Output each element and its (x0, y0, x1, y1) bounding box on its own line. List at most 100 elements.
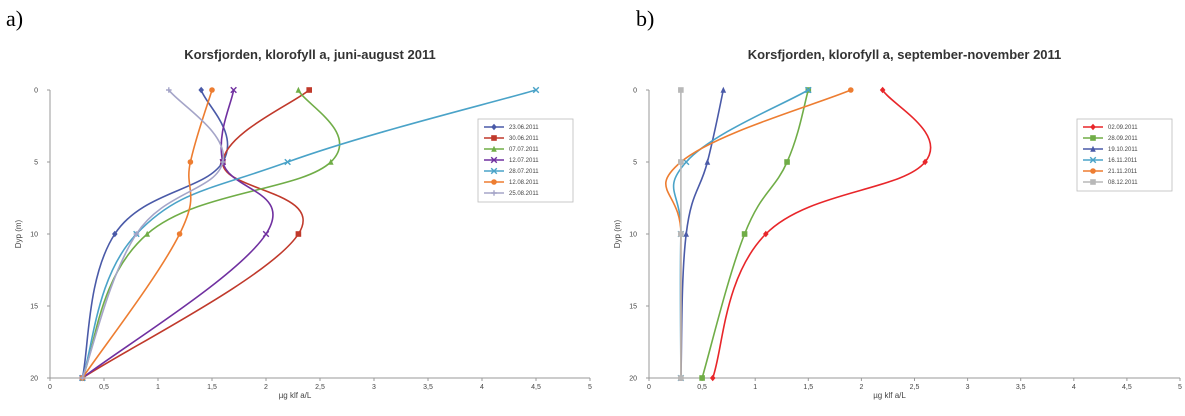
x-tick-label: 1,5 (207, 384, 217, 391)
data-point (284, 158, 291, 166)
data-point (209, 87, 215, 93)
legend-marker (1090, 168, 1096, 174)
legend-item: 19.10.2011 (1083, 145, 1138, 153)
data-point (720, 86, 727, 93)
legend-item: 16.11.2011 (1083, 156, 1138, 164)
data-point (306, 87, 312, 93)
legend-marker (491, 145, 497, 152)
y-tick-label: 10 (629, 232, 637, 239)
y-tick-label: 5 (34, 160, 38, 167)
legend-label: 30.06.2011 (509, 136, 539, 142)
data-point (699, 375, 705, 381)
x-tick-label: 1,5 (803, 384, 813, 391)
legend-marker (491, 190, 497, 196)
x-tick-label: 0 (647, 384, 651, 391)
x-tick-label: 4,5 (531, 384, 541, 391)
series-line (711, 89, 932, 379)
legend-label: 16.11.2011 (1108, 158, 1138, 164)
data-point (678, 231, 684, 237)
x-tick-label: 5 (1178, 384, 1182, 391)
data-point (532, 86, 540, 94)
x-axis-label: µg klf a/L (279, 391, 312, 400)
data-point (262, 230, 270, 238)
legend-label: 08.12.2011 (1108, 180, 1138, 186)
x-tick-label: 3,5 (1016, 384, 1026, 391)
series-line (664, 89, 852, 378)
x-tick-label: 0,5 (697, 384, 707, 391)
data-point (709, 374, 716, 382)
series-line (81, 89, 213, 379)
data-point (704, 158, 711, 165)
series-12.07.2011 (79, 86, 274, 382)
data-point (133, 231, 140, 237)
series-line (81, 89, 225, 379)
y-axis-label: Dyp (m) (14, 219, 23, 248)
data-point (763, 230, 769, 238)
x-tick-label: 1 (156, 384, 160, 391)
series-23.06.2011 (79, 86, 229, 382)
legend-item: 30.06.2011 (484, 135, 539, 142)
legend-marker (1089, 156, 1097, 164)
data-point (198, 86, 204, 94)
x-axis-label: µg klf a/L (873, 391, 906, 400)
legend-marker (1090, 145, 1096, 152)
y-tick-label: 15 (30, 304, 38, 311)
legend-label: 02.09.2011 (1108, 125, 1138, 131)
series-02.09.2011 (709, 86, 932, 382)
legend-label: 21.11.2011 (1108, 169, 1138, 175)
legend-item: 23.06.2011 (484, 123, 539, 131)
series-21.11.2011 (664, 87, 854, 381)
data-point (328, 158, 334, 165)
legend-item: 21.11.2011 (1083, 168, 1138, 175)
series-08.12.2011 (678, 87, 684, 381)
x-tick-label: 4 (1072, 384, 1076, 391)
legend-marker (491, 135, 497, 141)
x-tick-label: 4,5 (1122, 384, 1132, 391)
data-point (922, 158, 928, 166)
legend-label: 07.07.2011 (509, 147, 539, 153)
data-point (79, 375, 86, 381)
chart-title: Korsfjorden, klorofyll a, juni-august 20… (184, 47, 435, 62)
series-line (81, 89, 274, 379)
x-tick-label: 1 (753, 384, 757, 391)
series-line (81, 89, 310, 379)
legend-marker (490, 156, 498, 164)
data-point (230, 86, 237, 94)
data-point (220, 159, 226, 165)
legend-label: 23.06.2011 (509, 125, 539, 131)
panel-b-label: b) (636, 6, 655, 31)
legend-item: 28.07.2011 (484, 167, 539, 175)
legend-label: 12.07.2011 (509, 158, 539, 164)
data-point (295, 231, 302, 237)
panel-a-label: a) (6, 6, 24, 31)
y-tick-label: 20 (629, 376, 637, 383)
data-point (166, 87, 172, 93)
legend-marker (1090, 135, 1096, 141)
legend-item: 25.08.2011 (484, 190, 539, 197)
x-tick-label: 0,5 (99, 384, 109, 391)
data-point (847, 87, 854, 93)
data-point (805, 86, 812, 94)
data-point (683, 230, 689, 237)
legend-label: 12.08.2011 (509, 180, 539, 186)
legend-label: 28.09.2011 (1108, 136, 1138, 142)
legend-box (1076, 118, 1173, 192)
legend-item: 12.08.2011 (484, 179, 539, 186)
data-point (112, 230, 118, 238)
x-tick-label: 3,5 (423, 384, 433, 391)
legend-item: 08.12.2011 (1083, 179, 1138, 186)
x-tick-label: 2 (859, 384, 863, 391)
x-tick-label: 2,5 (910, 384, 920, 391)
data-point (187, 159, 194, 165)
y-tick-label: 10 (30, 232, 38, 239)
series-line (81, 89, 341, 379)
y-tick-label: 15 (629, 304, 637, 311)
x-tick-label: 5 (588, 384, 592, 391)
x-tick-label: 3 (372, 384, 376, 391)
series-line (672, 89, 809, 379)
legend-label: 25.08.2011 (509, 191, 539, 197)
data-point (678, 159, 684, 165)
legend-item: 12.07.2011 (484, 156, 539, 164)
chart-panel-a: Korsfjorden, klorofyll a, juni-august 20… (14, 47, 592, 400)
chart-title: Korsfjorden, klorofyll a, september-nove… (748, 47, 1062, 62)
